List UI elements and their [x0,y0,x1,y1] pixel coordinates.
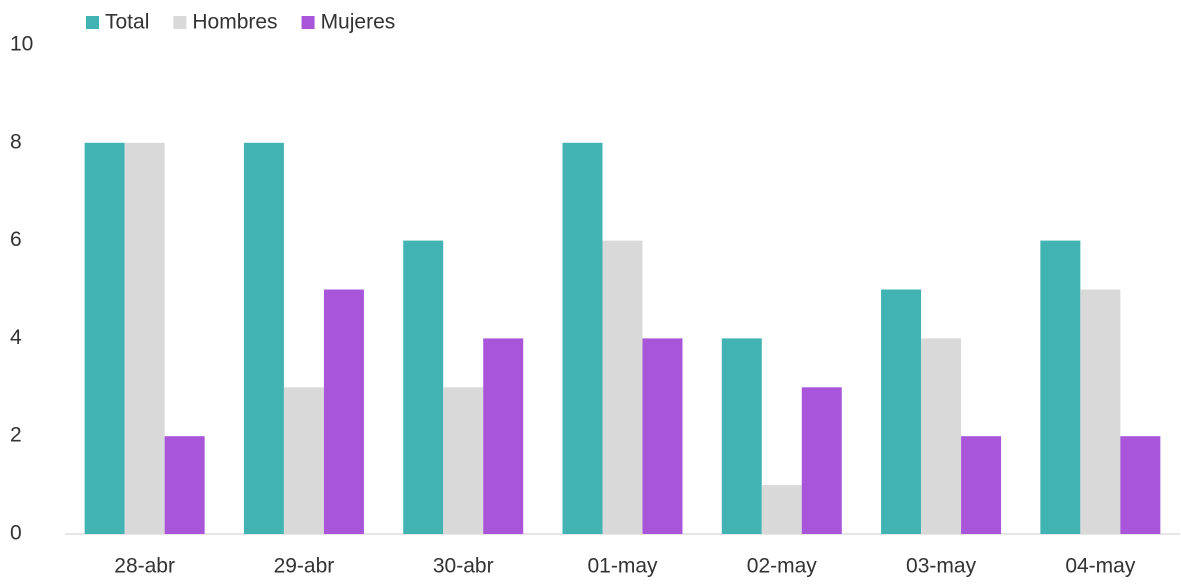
bar [243,142,284,535]
bar [323,289,364,534]
bar [164,436,205,534]
legend-swatch [86,16,99,29]
legend-label: Hombres [192,11,277,34]
legend-swatch [301,16,315,29]
bar [602,240,643,534]
bar [443,387,484,534]
bar [1040,240,1081,534]
bar [483,338,524,534]
y-tick-label: 4 [10,326,22,349]
y-tick-label: 6 [10,228,22,251]
bar [642,338,683,534]
bar [1080,289,1121,534]
bar [403,240,444,534]
legend-label: Mujeres [321,11,396,34]
y-tick-label: 8 [10,130,22,153]
x-tick-label: 28-abr [114,555,175,578]
bar [801,387,842,534]
x-tick-label: 04-may [1065,555,1136,578]
x-tick-label: 02-may [747,555,818,578]
x-tick-label: 03-may [906,555,977,578]
bar [562,142,603,535]
y-tick-label: 0 [10,522,22,545]
bar [921,338,962,534]
y-tick-label: 2 [10,424,22,447]
bar [1120,436,1161,534]
x-tick-label: 29-abr [274,555,335,578]
legend-swatch [173,16,187,29]
bar [124,142,165,535]
bar [283,387,324,534]
bar [721,338,762,534]
x-tick-label: 30-abr [433,555,494,578]
bar [961,436,1002,534]
bar [84,142,125,535]
x-tick-label: 01-may [587,555,658,578]
y-tick-label: 10 [10,33,33,56]
bar [881,289,922,534]
bar [761,485,802,534]
legend-label: Total [105,11,149,34]
